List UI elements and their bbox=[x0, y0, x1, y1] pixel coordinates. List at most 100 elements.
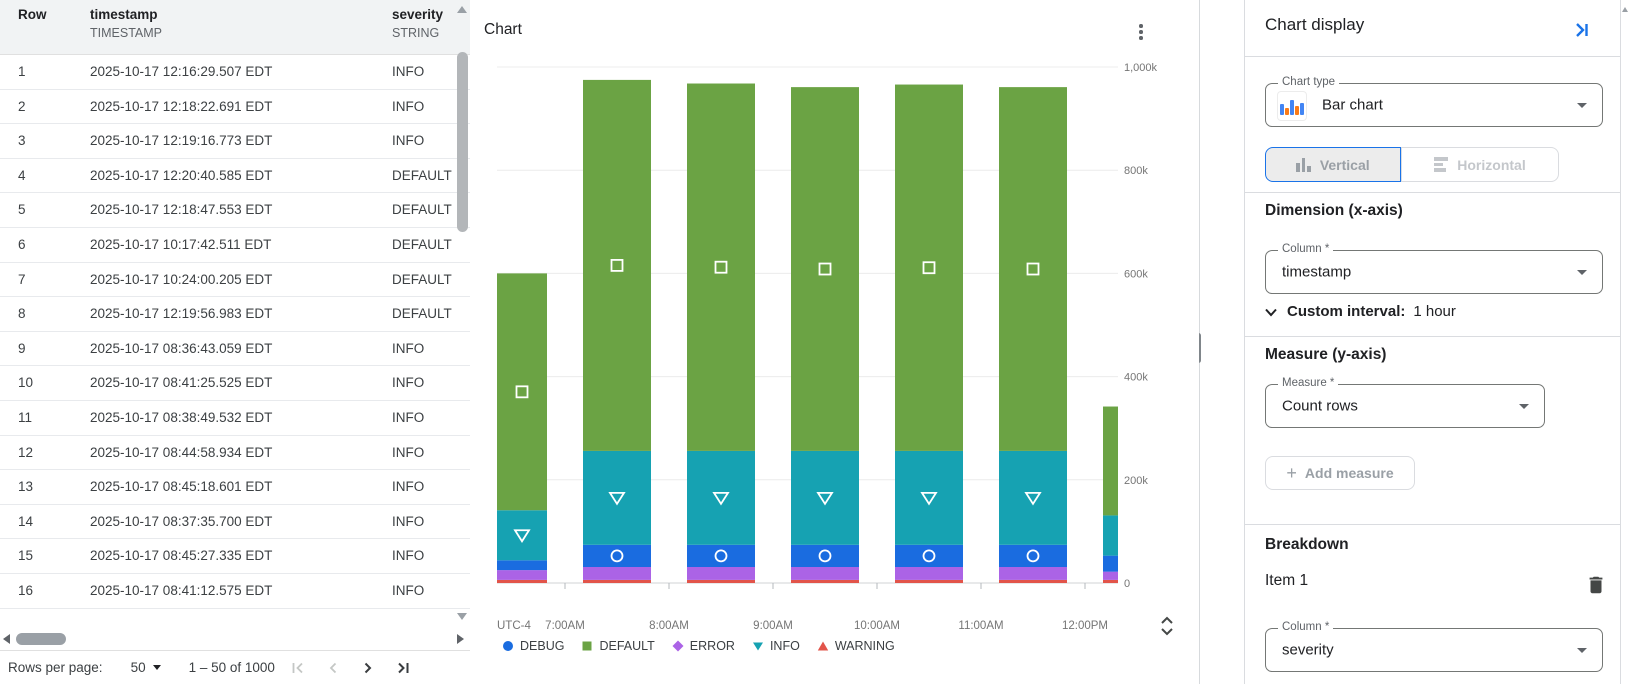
table-cell: 2025-10-17 12:18:22.691 EDT bbox=[90, 98, 273, 114]
vertical-button-label: Vertical bbox=[1319, 156, 1370, 173]
chart-legend: DEBUG DEFAULT ERROR INFO WARNING bbox=[502, 639, 895, 653]
table-cell: INFO bbox=[392, 444, 425, 460]
legend-label: DEBUG bbox=[520, 639, 565, 653]
horizontal-bars-icon bbox=[1434, 157, 1449, 172]
table-row: 14 2025-10-17 08:37:35.700 EDT INFO bbox=[0, 505, 470, 540]
legend-item: DEBUG bbox=[502, 639, 564, 653]
vertical-scrollbar-thumb[interactable] bbox=[457, 52, 468, 232]
table-row: 4 2025-10-17 12:20:40.585 EDT DEFAULT bbox=[0, 159, 470, 194]
table-row: 13 2025-10-17 08:45:18.601 EDT INFO bbox=[0, 470, 470, 505]
table-cell: 2025-10-17 12:20:40.585 EDT bbox=[90, 167, 273, 183]
table-cell: INFO bbox=[392, 582, 425, 598]
column-header-timestamp: timestamp TIMESTAMP bbox=[90, 7, 162, 40]
dimension-heading: Dimension (x-axis) bbox=[1265, 202, 1403, 219]
svg-text:11:00AM: 11:00AM bbox=[958, 620, 1003, 632]
table-row: 15 2025-10-17 08:45:27.335 EDT INFO bbox=[0, 539, 470, 574]
measure-heading: Measure (y-axis) bbox=[1265, 346, 1387, 363]
table-cell: INFO bbox=[392, 548, 425, 564]
scroll-up-arrow-icon[interactable] bbox=[1622, 7, 1628, 12]
breakdown-heading: Breakdown bbox=[1265, 536, 1349, 553]
triangle-up-legend-icon bbox=[817, 641, 829, 651]
last-page-button[interactable] bbox=[394, 659, 412, 677]
legend-item: ERROR bbox=[672, 639, 735, 653]
table-cell: 4 bbox=[18, 167, 26, 183]
orientation-vertical-button[interactable]: Vertical bbox=[1265, 147, 1401, 182]
table-cell: 2 bbox=[18, 98, 26, 114]
chevron-down-icon bbox=[1265, 308, 1277, 316]
svg-text:10:00AM: 10:00AM bbox=[854, 620, 900, 632]
table-cell: 8 bbox=[18, 306, 26, 322]
measure-select[interactable]: Measure * Count rows bbox=[1265, 377, 1545, 428]
table-cell: DEFAULT bbox=[392, 202, 452, 218]
chart-type-select[interactable]: Chart type Bar chart bbox=[1265, 76, 1603, 127]
previous-page-button[interactable] bbox=[324, 659, 342, 677]
chart-panel-title: Chart bbox=[484, 21, 522, 38]
chart-options-kebab-menu[interactable] bbox=[1130, 21, 1152, 43]
delete-breakdown-trash-icon[interactable] bbox=[1585, 574, 1607, 596]
legend-label: WARNING bbox=[834, 639, 895, 653]
expand-chart-icon[interactable] bbox=[1158, 613, 1176, 639]
scroll-up-arrow-icon[interactable] bbox=[457, 6, 467, 13]
table-cell: INFO bbox=[392, 133, 425, 149]
table-vertical-scrollbar[interactable] bbox=[456, 0, 469, 630]
add-measure-label: Add measure bbox=[1304, 465, 1394, 481]
orientation-horizontal-button[interactable]: Horizontal bbox=[1401, 147, 1559, 182]
table-cell: 2025-10-17 08:45:18.601 EDT bbox=[90, 479, 273, 495]
table-cell: DEFAULT bbox=[392, 236, 452, 252]
table-cell: 2025-10-17 08:41:25.525 EDT bbox=[90, 375, 273, 391]
pagination-controls bbox=[289, 659, 412, 677]
legend-item: INFO bbox=[752, 639, 800, 653]
table-cell: 14 bbox=[18, 513, 34, 529]
dimension-column-label: Column * bbox=[1278, 243, 1334, 255]
table-cell: 3 bbox=[18, 133, 26, 149]
svg-text:1,000k: 1,000k bbox=[1124, 62, 1158, 74]
add-measure-button[interactable]: + Add measure bbox=[1265, 456, 1415, 490]
table-cell: 2025-10-17 10:17:42.511 EDT bbox=[90, 236, 272, 252]
scroll-right-arrow-icon[interactable] bbox=[457, 634, 464, 644]
chevron-down-icon bbox=[1577, 647, 1587, 653]
breakdown-column-select[interactable]: Column * severity bbox=[1265, 621, 1603, 672]
scroll-left-arrow-icon[interactable] bbox=[3, 634, 10, 644]
column-header-row-label: Row bbox=[18, 7, 47, 22]
horizontal-button-label: Horizontal bbox=[1457, 156, 1526, 173]
circle-legend-icon bbox=[503, 641, 513, 651]
first-page-button[interactable] bbox=[289, 659, 307, 677]
dimension-column-select[interactable]: Column * timestamp bbox=[1265, 243, 1603, 294]
table-cell: INFO bbox=[392, 64, 425, 79]
custom-interval-toggle[interactable]: Custom interval: 1 hour bbox=[1263, 303, 1456, 320]
rows-per-page-label: Rows per page: bbox=[8, 660, 103, 675]
chart-type-value: Bar chart bbox=[1322, 96, 1383, 114]
scroll-down-arrow-icon[interactable] bbox=[457, 613, 467, 620]
legend-item: WARNING bbox=[817, 639, 895, 653]
table-horizontal-scrollbar[interactable] bbox=[0, 631, 470, 649]
collapse-panel-icon[interactable] bbox=[1569, 18, 1593, 42]
table-row: 16 2025-10-17 08:41:12.575 EDT INFO bbox=[0, 574, 470, 609]
triangle-down-legend-icon bbox=[752, 642, 763, 651]
horizontal-scrollbar-thumb[interactable] bbox=[16, 633, 66, 645]
custom-interval-value: 1 hour bbox=[1413, 303, 1456, 320]
table-row: 8 2025-10-17 12:19:56.983 EDT DEFAULT bbox=[0, 297, 470, 332]
stacked-bar-chart[interactable]: 0 200k 400k 600k 800k 1,000k 7:00AM 8:00AM 9:00A… bbox=[472, 0, 1199, 684]
breakdown-column-value: severity bbox=[1282, 641, 1334, 659]
table-cell: INFO bbox=[392, 479, 425, 495]
table-row: 10 2025-10-17 08:41:25.525 EDT INFO bbox=[0, 366, 470, 401]
column-header-severity: severity STRING bbox=[392, 7, 443, 40]
dropdown-caret-icon bbox=[152, 665, 161, 670]
table-cell: 11 bbox=[18, 409, 33, 425]
legend-label: DEFAULT bbox=[599, 639, 655, 653]
table-cell: 2025-10-17 12:19:16.773 EDT bbox=[90, 133, 273, 149]
table-header: Row timestamp TIMESTAMP severity STRING bbox=[0, 0, 470, 55]
bar-chart-icon bbox=[1277, 91, 1307, 121]
square-legend-icon bbox=[582, 641, 592, 651]
chevron-down-icon bbox=[1577, 269, 1587, 275]
chevron-down-icon bbox=[1577, 102, 1587, 108]
rows-per-page-select[interactable]: 50 bbox=[131, 660, 161, 675]
dimension-column-value: timestamp bbox=[1282, 263, 1352, 281]
table-body: 1 2025-10-17 12:16:29.507 EDT INFO 2 2025-10… bbox=[0, 55, 470, 609]
page-vertical-scrollbar[interactable] bbox=[1620, 0, 1628, 684]
next-page-button[interactable] bbox=[359, 659, 377, 677]
table-row: 7 2025-10-17 10:24:00.205 EDT DEFAULT bbox=[0, 263, 470, 298]
table-cell: INFO bbox=[392, 513, 425, 529]
pagination-range-label: 1 – 50 of 1000 bbox=[188, 660, 275, 675]
svg-text:9:00AM: 9:00AM bbox=[753, 620, 793, 632]
